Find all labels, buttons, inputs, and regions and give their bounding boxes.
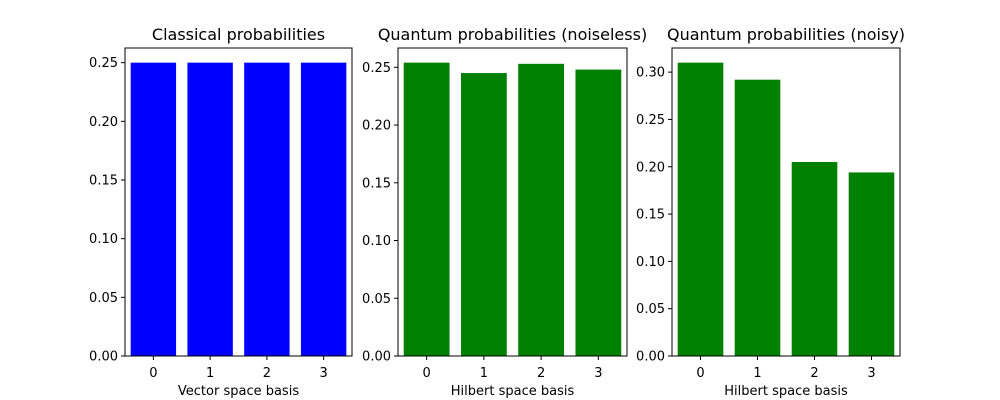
y-tick-label: 0.05 [89, 291, 118, 306]
y-tick-label: 0.20 [636, 160, 665, 175]
bar-3 [575, 69, 622, 356]
y-tick-label: 0.00 [89, 350, 118, 365]
x-tick-label: 3 [867, 366, 875, 381]
plot-frame [671, 47, 901, 357]
y-tick-label: 0.00 [636, 350, 665, 365]
chart-panel-classical: Classical probabilities Vector space bas… [89, 25, 353, 399]
y-tick-label: 0.15 [636, 208, 665, 223]
x-tick-label: 3 [319, 366, 327, 381]
y-tick-label: 0.25 [636, 113, 665, 128]
x-axis-label: Hilbert space basis [724, 384, 848, 399]
x-tick-label: 0 [149, 366, 157, 381]
bar-3 [848, 172, 895, 356]
x-tick-label: 2 [537, 366, 545, 381]
x-axis-label: Hilbert space basis [451, 384, 575, 399]
y-tick-label: 0.20 [362, 119, 391, 134]
y-tick-label: 0.05 [636, 302, 665, 317]
chart-title: Quantum probabilities (noiseless) [378, 25, 647, 44]
y-tick-label: 0.30 [636, 66, 665, 81]
chart-panel-quantum-noisy: Quantum probabilities (noisy) Hilbert sp… [636, 25, 905, 399]
bar-1 [734, 79, 781, 356]
bar-0 [403, 62, 450, 357]
x-tick-label: 0 [422, 366, 430, 381]
x-tick-label: 1 [206, 366, 214, 381]
bar-0 [677, 62, 724, 357]
y-tick-label: 0.00 [362, 350, 391, 365]
bar-1 [187, 62, 233, 357]
x-tick-label: 3 [594, 366, 602, 381]
y-tick-label: 0.15 [362, 176, 391, 191]
y-tick-label: 0.10 [362, 234, 391, 249]
y-tick-label: 0.25 [362, 61, 391, 76]
x-tick-label: 1 [480, 366, 488, 381]
y-tick-label: 0.05 [362, 292, 391, 307]
y-tick-label: 0.10 [89, 232, 118, 247]
bar-2 [518, 63, 565, 356]
bar-2 [244, 62, 290, 357]
x-axis-label: Vector space basis [178, 384, 299, 399]
y-tick-label: 0.20 [89, 115, 118, 130]
x-tick-label: 2 [810, 366, 818, 381]
plot-frame [397, 47, 628, 357]
chart-title: Quantum probabilities (noisy) [667, 25, 905, 44]
x-tick-label: 0 [696, 366, 704, 381]
y-tick-label: 0.25 [89, 56, 118, 71]
y-tick-label: 0.15 [89, 174, 118, 189]
bar-2 [791, 162, 838, 356]
x-tick-label: 2 [263, 366, 271, 381]
plot-frame [124, 47, 353, 357]
bar-3 [300, 62, 347, 357]
chart-panel-quantum-noiseless: Quantum probabilities (noiseless) Hilber… [362, 25, 647, 399]
bar-1 [460, 73, 507, 356]
x-tick-label: 1 [753, 366, 761, 381]
y-tick-label: 0.10 [636, 255, 665, 270]
bar-0 [130, 62, 177, 357]
chart-title: Classical probabilities [152, 25, 325, 44]
